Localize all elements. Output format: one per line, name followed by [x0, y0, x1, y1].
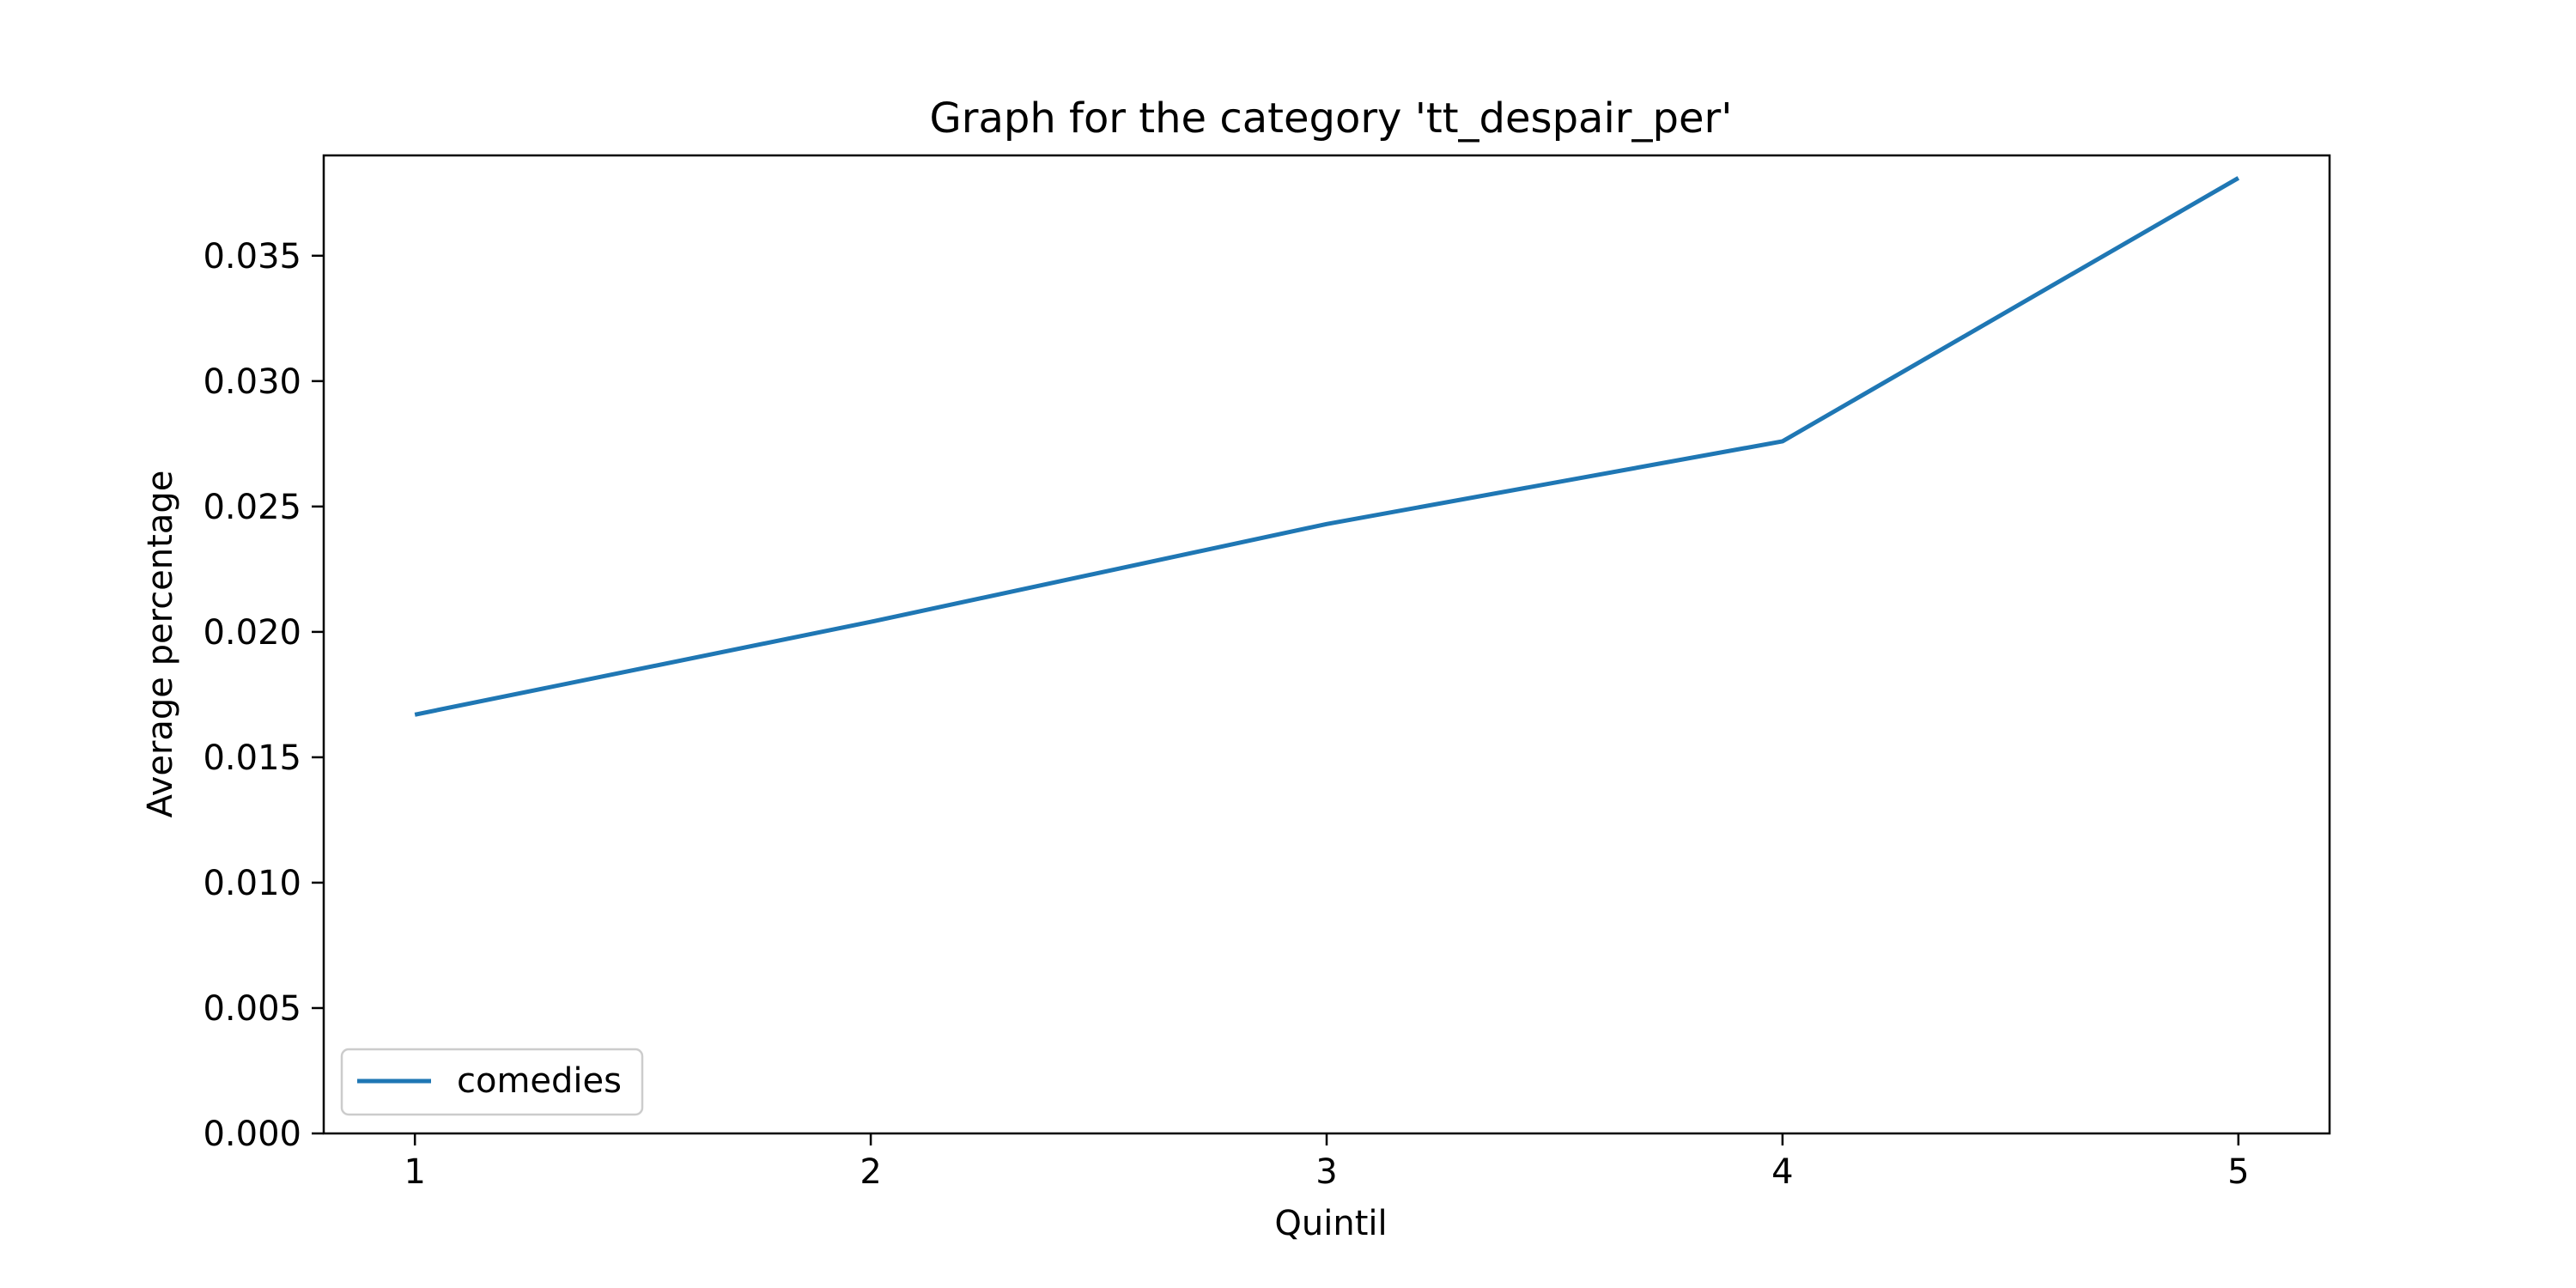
x-tick-label: 3 [1315, 1152, 1337, 1192]
y-tick-label: 0.000 [203, 1115, 301, 1154]
x-tick-label: 1 [404, 1152, 425, 1192]
x-tick-label: 4 [1771, 1152, 1793, 1192]
plot-frame [322, 154, 2331, 1135]
y-tick-label: 0.010 [203, 864, 301, 903]
y-tick-label: 0.035 [203, 237, 301, 276]
plot-series [414, 176, 2240, 717]
x-axis-title: Quintil [1274, 1204, 1387, 1243]
legend-label-comedies: comedies [457, 1061, 622, 1101]
x-axis: 1 2 3 4 5 [404, 1133, 2250, 1192]
series-line-comedies [414, 176, 2240, 717]
legend-box [340, 1048, 644, 1116]
x-tick-label: 2 [860, 1152, 881, 1192]
y-tick-label: 0.025 [203, 488, 301, 527]
y-tick-label: 0.005 [203, 989, 301, 1029]
chart-title: Graph for the category 'tt_despair_per' [930, 94, 1733, 143]
y-axis-title: Average percentage [141, 471, 180, 818]
y-tick-label: 0.020 [203, 613, 301, 653]
y-axis: 0.000 0.005 0.010 0.015 0.020 0.025 0.030 0.035 [203, 237, 324, 1154]
x-tick-label: 5 [2227, 1152, 2249, 1192]
legend: comedies [340, 1048, 644, 1116]
y-tick-label: 0.030 [203, 362, 301, 402]
y-tick-label: 0.015 [203, 738, 301, 778]
